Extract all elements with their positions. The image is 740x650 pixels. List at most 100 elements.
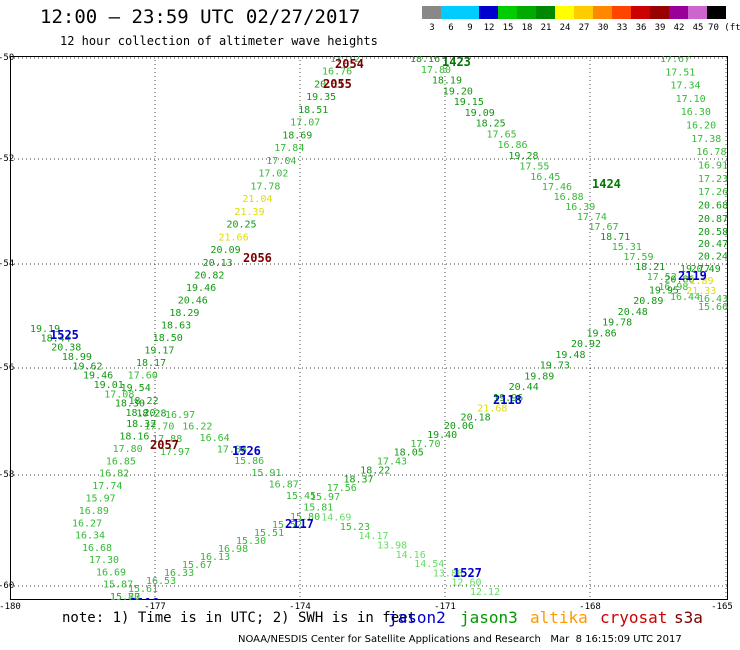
swh-value: 14.69 [321,513,351,524]
swh-value: 17.84 [274,143,304,154]
swh-value: 16.78 [696,147,726,158]
longitude-tick-label: -174 [289,602,311,612]
swh-value: 16.30 [681,107,711,118]
swh-value: 18.50 [153,333,183,344]
swh-value: 15.91 [251,468,281,479]
scale-swatch [707,6,726,19]
swh-value: 18.71 [600,232,630,243]
swh-value: 17.70 [410,439,440,450]
swh-value: 15.23 [340,522,370,533]
swh-value: 20.24 [698,251,728,262]
swh-value: 17.38 [691,134,721,145]
swh-value: 20.68 [698,201,728,212]
scale-label: 30 [597,23,609,33]
swh-value: 17.67 [589,222,619,233]
latitude-tick-label: -52 [0,154,15,164]
scale-label: 27 [578,23,590,33]
swh-value: 17.08 [104,389,134,400]
swh-value: 13.98 [377,541,407,552]
scale-label: 70 (ft) [708,23,740,33]
swh-value: 20.06 [444,421,474,432]
scale-swatch [536,6,555,19]
swh-value: 18.63 [161,320,191,331]
swh-value: 18.17 [136,358,166,369]
swh-value: 15.97 [310,492,340,503]
satellite-legend-item: s3a [674,608,703,627]
swh-value: 21.68 [477,403,507,414]
swh-value: 17.10 [676,94,706,105]
swh-value: 19.77 [680,264,710,275]
swh-value: 19.09 [465,108,495,119]
wave-height-map: 17.12 16.76 20.11 19.35 18.51 17.07 18.69 17.84… [10,56,728,600]
pass-label: 2118 [493,393,522,407]
scale-label: 12 [483,23,495,33]
swh-value: 15.31 [612,242,642,253]
swh-value: 15.80 [290,512,320,523]
swh-value: 20.89 [633,296,663,307]
scale-label: 15 [502,23,514,33]
swh-value: 15.87 [103,580,133,591]
swh-value: 17.88 [217,445,247,456]
swh-value: 17.51 [665,67,695,78]
pass-label: 1525 [50,328,79,342]
swh-value: 17.43 [377,457,407,468]
swh-value: 19.96 [493,393,523,404]
swh-value: 20.82 [194,270,224,281]
satellite-legend-item: altika [530,608,588,627]
swh-value: 18.28 [136,409,166,420]
swh-value: 17.04 [266,156,296,167]
swh-value: 17.02 [258,169,288,180]
scale-swatch [650,6,669,19]
satellite-legend-item: jason3 [460,608,518,627]
swh-value: 16.89 [79,506,109,517]
scale-swatch [498,6,517,19]
latitude-tick-label: -58 [0,470,15,480]
swh-value: 15.77 [110,592,140,600]
swh-value: 13.88 [433,568,463,579]
pass-label: 1423 [442,56,471,69]
swh-value: 17.80 [113,444,143,455]
scale-swatch [631,6,650,19]
swh-value: 17.70 [144,421,174,432]
swh-value: 18.21 [635,262,665,273]
swh-value: 15.97 [86,494,116,505]
latitude-tick-label: -60 [0,581,15,591]
swh-value: 16.64 [200,433,230,444]
swh-value: 16.76 [322,67,352,78]
swh-value: 19.19 [30,324,60,335]
pass-label: 2117 [285,517,314,531]
swh-value: 12.60 [451,578,481,589]
swh-value: 16.91 [698,160,728,171]
swh-value: 17.30 [89,555,119,566]
pass-label: 1424 [592,177,621,191]
swh-value: 15.61 [128,584,158,595]
swh-value: 17.23 [698,174,728,185]
swh-value: 15.80 [110,592,140,600]
pass-label: 2057 [150,438,179,452]
pass-label: 2116 [130,596,159,600]
page-title: 12:00 — 23:59 UTC 02/27/2017 [40,6,361,28]
scale-label: 9 [467,23,473,33]
scale-label: 3 [429,23,435,33]
swh-value: 19.01 [94,380,124,391]
swh-value: 16.39 [565,202,595,213]
scale-swatch [688,6,707,19]
swh-value: 21.33 [686,286,716,297]
scale-label: 36 [635,23,647,33]
swh-value: 16.44 [670,292,700,303]
scale-swatch [479,6,498,19]
swh-value: 16.86 [497,140,527,151]
swh-value: 20.46 [178,295,208,306]
swh-value: 18.99 [62,352,92,363]
satellite-legend-item: jason2 [388,608,446,627]
scale-label: 45 [692,23,704,33]
swh-value: 18.05 [394,448,424,459]
swh-value: 16.98 [218,544,248,555]
swh-value: 19.95 [649,285,679,296]
swh-value: 17.07 [290,118,320,129]
swh-value: 21.66 [219,232,249,243]
swh-value: 16.43 [698,294,728,305]
swh-value: 17.55 [519,162,549,173]
swh-value: 17.52 [647,272,677,283]
